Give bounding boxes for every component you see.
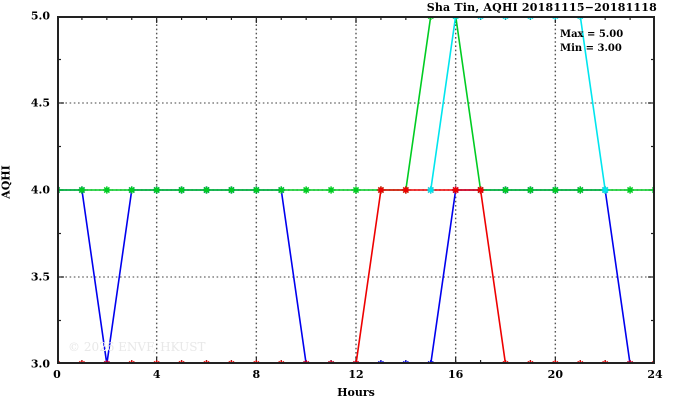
legend-min-label: Min = 3.00 [560, 42, 622, 54]
x-tick-label: 20 [547, 368, 563, 381]
x-tick-label: 24 [647, 368, 663, 381]
legend-max-label: Max = 5.00 [560, 29, 624, 40]
x-tick-label: 4 [152, 368, 161, 381]
x-axis-title: Hours [337, 386, 375, 399]
x-tick-label: 16 [448, 368, 464, 381]
y-tick-label: 4.5 [30, 96, 50, 110]
x-tick-label: 8 [252, 368, 261, 381]
y-tick-label: 4.0 [30, 183, 50, 197]
y-tick-label: 5.0 [30, 9, 50, 23]
plot-frame [57, 16, 655, 364]
y-tick-label: 3.0 [30, 357, 50, 371]
y-tick-label: 3.5 [30, 270, 50, 284]
series-cyan [427, 16, 609, 194]
chart-title: Sha Tin, AQHI 20181115−20181118 [426, 1, 657, 14]
legend-box: Max = 5.00 Min = 3.00 [560, 28, 623, 55]
x-tick-label: 0 [53, 368, 61, 381]
x-tick-label: 12 [348, 368, 364, 381]
